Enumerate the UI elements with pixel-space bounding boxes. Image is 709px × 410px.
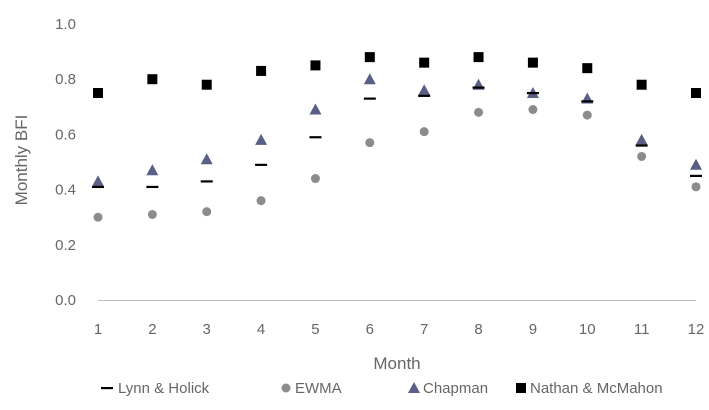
data-point <box>256 196 266 206</box>
data-point <box>146 185 159 189</box>
x-tick-label: 5 <box>311 321 319 338</box>
data-point <box>309 103 322 115</box>
data-point <box>637 151 647 161</box>
data-point <box>418 94 431 97</box>
data-point <box>92 175 104 187</box>
y-tick-label: 0.8 <box>55 71 76 88</box>
legend-marker <box>408 382 420 393</box>
data-point <box>93 88 103 98</box>
data-markers <box>92 52 702 222</box>
data-point <box>528 105 538 115</box>
series-triangle-markers <box>92 73 702 187</box>
legend-label: Lynn & Holick <box>118 380 210 397</box>
data-point <box>419 57 430 68</box>
x-tick-labels: 1 2 3 4 5 6 7 8 9 10 11 12 <box>94 321 705 338</box>
data-point <box>310 60 321 71</box>
data-point <box>147 74 158 85</box>
legend-item: Nathan & McMahon <box>516 380 663 397</box>
data-point <box>474 107 484 117</box>
legend-marker <box>281 383 291 393</box>
x-axis-title: Month <box>373 354 420 373</box>
legend-label: Chapman <box>423 380 488 397</box>
series-square-markers <box>93 52 701 98</box>
data-point <box>310 174 320 184</box>
series-circle-markers <box>93 105 701 222</box>
legend-label: EWMA <box>295 380 342 397</box>
x-tick-label: 10 <box>579 321 596 338</box>
data-point <box>363 97 376 100</box>
y-tick-label: 0.2 <box>55 237 76 254</box>
data-point <box>635 133 648 145</box>
data-point <box>309 136 322 139</box>
x-tick-label: 7 <box>420 321 428 338</box>
data-point <box>635 144 648 147</box>
data-point <box>146 164 159 176</box>
data-point <box>364 52 375 63</box>
data-point <box>581 100 594 103</box>
y-tick-label: 0.0 <box>55 292 76 309</box>
data-point <box>92 185 104 189</box>
data-point <box>365 138 375 148</box>
x-tick-label: 8 <box>474 321 482 338</box>
legend-marker <box>101 387 113 390</box>
data-point <box>200 153 213 165</box>
data-point <box>363 73 376 85</box>
data-point <box>201 79 212 90</box>
x-tick-label: 9 <box>529 321 537 338</box>
data-point <box>690 158 702 170</box>
data-point <box>200 180 213 183</box>
x-tick-label: 3 <box>203 321 211 338</box>
data-point <box>526 92 539 95</box>
data-point <box>473 52 484 63</box>
legend-marker <box>516 383 526 393</box>
data-point <box>691 182 701 192</box>
y-axis-title: Monthly BFI <box>12 115 31 206</box>
y-tick-label: 1.0 <box>55 16 76 33</box>
data-point <box>255 133 268 145</box>
data-point <box>472 86 485 89</box>
data-point <box>93 212 103 222</box>
y-tick-label: 0.4 <box>55 182 76 199</box>
data-point <box>147 209 157 219</box>
data-point <box>636 79 647 90</box>
data-point <box>582 63 593 74</box>
legend-item: Chapman <box>408 380 488 397</box>
data-point <box>202 207 212 217</box>
legend-label: Nathan & McMahon <box>530 380 663 397</box>
data-point <box>691 88 701 98</box>
legend-item: EWMA <box>281 380 342 397</box>
y-tick-labels: 0.0 0.2 0.4 0.6 0.8 1.0 <box>55 16 76 309</box>
series-dash-markers <box>92 86 702 189</box>
x-tick-label: 11 <box>634 321 650 338</box>
x-tick-label: 12 <box>688 321 705 338</box>
data-point <box>419 127 429 137</box>
x-tick-label: 4 <box>257 321 265 338</box>
data-point <box>690 174 702 177</box>
data-point <box>582 110 592 120</box>
x-tick-label: 6 <box>366 321 374 338</box>
data-point <box>255 163 268 166</box>
data-point <box>527 57 538 68</box>
legend: Lynn & Holick EWMA Chapman Nathan & McMahon <box>101 380 663 397</box>
x-tick-label: 2 <box>148 321 156 338</box>
data-point <box>256 65 267 76</box>
legend-item: Lynn & Holick <box>101 380 210 397</box>
data-point <box>418 84 431 96</box>
y-tick-label: 0.6 <box>55 126 76 143</box>
x-tick-label: 1 <box>94 321 102 338</box>
